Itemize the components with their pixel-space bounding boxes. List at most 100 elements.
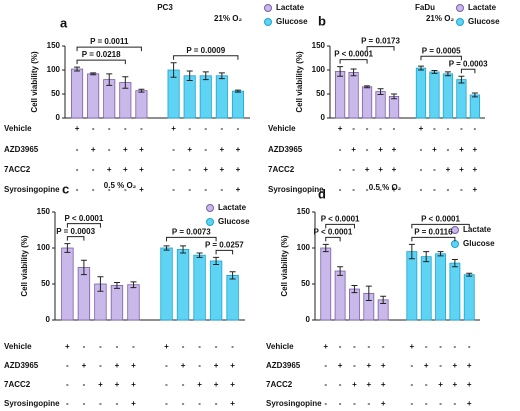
error-bar [106,73,113,86]
significance-bracket [420,55,462,61]
legend-label: Glucose [463,239,495,248]
treatment-sign: - [204,145,207,154]
treatment-sign: + [230,361,235,370]
error-bar [64,243,71,253]
significance-bracket [411,236,456,242]
treatment-sign: - [66,399,69,408]
p-value: P = 0.0003 [449,59,488,68]
treatment-sign: - [215,399,218,408]
treatment-sign: - [66,361,69,370]
row-label: AZD3965 [4,361,39,370]
y-axis-label: Cell viability (%) [280,235,289,297]
treatment-sign: + [366,380,371,389]
panel-subtitle: 0.5 % O₂ [369,183,402,192]
y-tick-label: 100 [312,65,326,74]
treatment-sign: - [439,361,442,370]
error-bar [170,62,177,78]
p-value: P = 0.0009 [186,46,225,55]
significance-bracket [325,223,355,229]
panel-subtitle: 21% O₂ [214,14,242,23]
y-tick-label: 0 [306,315,311,324]
treatment-sign: + [381,399,386,408]
treatment-sign: - [425,380,428,389]
treatment-sign: - [460,185,463,194]
error-bar [130,281,137,289]
treatment-sign: + [98,380,103,389]
legend-label: Lactate [463,225,492,234]
panel-letter: d [318,186,326,201]
treatment-sign: + [453,380,458,389]
treatment-sign: + [392,165,397,174]
treatment-sign: - [425,399,428,408]
treatment-sign: + [467,361,472,370]
treatment-sign: + [424,361,429,370]
bar [77,267,91,321]
bar [320,247,332,321]
bar [375,91,386,119]
legend-marker [456,4,464,12]
error-bar [74,66,81,72]
row-label: AZD3965 [4,145,39,154]
error-bar [234,89,241,93]
significance-bracket [166,236,217,242]
bar [469,94,481,119]
legend-marker [264,4,272,12]
legend-marker [456,18,464,26]
p-value: P = 0.0173 [361,37,400,46]
legend-marker [264,18,272,26]
treatment-sign: + [139,145,144,154]
treatment-sign: + [65,342,70,351]
bar [176,249,190,321]
bar [215,75,228,119]
treatment-sign: + [123,145,128,154]
treatment-sign: - [198,399,201,408]
treatment-sign: + [453,361,458,370]
bar [160,247,173,321]
error-bar [122,76,129,89]
y-tick-label: 0 [321,113,326,122]
treatment-sign: - [352,165,355,174]
bar [87,73,100,119]
treatment-sign: + [446,165,451,174]
y-axis-label: Cell viability (%) [295,51,304,113]
error-bar [196,252,203,258]
y-tick-label: 150 [47,41,61,50]
treatment-sign: - [339,145,342,154]
row-label: 7ACC2 [266,380,293,389]
treatment-sign: + [197,380,202,389]
panel-subtitle: 0.5 % O₂ [104,181,137,190]
treatment-sign: - [92,124,95,133]
error-bar [458,75,465,84]
treatment-sign: + [467,380,472,389]
treatment-sign: - [447,145,450,154]
treatment-sign: - [140,124,143,133]
treatment-sign: - [204,124,207,133]
treatment-sign: - [182,380,185,389]
treatment-sign: + [123,165,128,174]
treatment-sign: + [459,165,464,174]
treatment-sign: - [108,145,111,154]
error-bar [218,72,225,80]
treatment-sign: + [131,361,136,370]
treatment-sign: - [339,399,342,408]
error-bar [423,251,430,263]
treatment-sign: - [76,165,79,174]
treatment-sign: - [198,361,201,370]
error-bar [431,69,438,74]
bar [406,251,418,321]
treatment-sign: - [188,124,191,133]
y-axis-label: Cell viability (%) [30,51,39,113]
treatment-sign: - [420,185,423,194]
y-tick-label: 0 [56,113,61,122]
treatment-sign: - [221,185,224,194]
error-bar [322,243,329,253]
p-value: P = 0.0073 [172,227,211,236]
treatment-sign: + [220,165,225,174]
significance-bracket [411,223,470,229]
p-value: P = 0.0218 [82,50,121,59]
treatment-sign: + [131,399,136,408]
legend-label: Lactate [218,203,247,212]
significance-bracket [325,236,341,242]
y-tick-label: 150 [297,207,311,216]
treatment-sign: + [438,380,443,389]
